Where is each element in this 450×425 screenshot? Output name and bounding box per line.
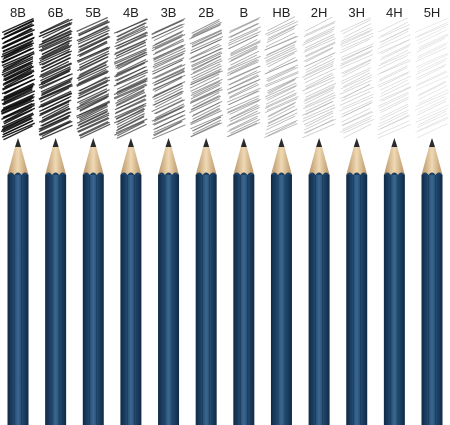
pencil-wood-tip — [308, 147, 330, 175]
pencil-wood-tip — [421, 147, 443, 175]
pencil-4h — [383, 138, 405, 425]
pencil-body — [421, 175, 443, 425]
shading-swatch-5h — [414, 18, 449, 139]
pencil-lead — [316, 138, 323, 147]
shading-swatch-8b — [0, 17, 36, 141]
pencil-lead — [353, 138, 360, 147]
grade-label-4h: 4H — [386, 5, 403, 20]
shading-swatch-3b — [151, 17, 186, 140]
pencil-lead — [15, 138, 21, 147]
pencil-body — [308, 175, 330, 425]
pencil-wood-tip — [346, 147, 368, 175]
grade-label-4b: 4B — [123, 5, 139, 20]
pencil-body — [45, 175, 67, 425]
pencil-b — [233, 138, 255, 425]
pencil-lead — [429, 138, 435, 147]
grade-label-b: B — [239, 5, 248, 20]
grade-label-2h: 2H — [311, 5, 328, 20]
shading-swatch-b — [226, 16, 261, 138]
shading-swatch-3h — [339, 17, 374, 139]
pencil-wood-tip — [195, 147, 217, 175]
pencil-body — [158, 175, 180, 425]
pencil-body — [7, 175, 29, 425]
pencil-lead — [203, 138, 210, 147]
pencil-wood-tip — [233, 147, 255, 175]
pencil-8b — [7, 138, 29, 425]
pencil-2h — [308, 138, 330, 425]
grade-label-3b: 3B — [161, 5, 177, 20]
pencil-body — [82, 175, 104, 425]
pencil-3h — [346, 138, 368, 425]
grade-label-5h: 5H — [424, 5, 441, 20]
grade-label-3h: 3H — [348, 5, 365, 20]
pencil-body — [383, 175, 405, 425]
pencil-wood-tip — [120, 147, 142, 175]
pencil-wood-tip — [270, 147, 292, 175]
pencil-wood-tip — [7, 147, 29, 175]
grade-label-8b: 8B — [10, 5, 26, 20]
pencil-lead — [165, 138, 172, 147]
shading-swatch-2h — [301, 16, 337, 139]
grade-label-hb: HB — [272, 5, 290, 20]
pencil-lead — [90, 138, 97, 147]
shading-swatch-4b — [113, 18, 149, 139]
grade-label-2b: 2B — [198, 5, 214, 20]
shading-swatch-4h — [377, 17, 412, 139]
pencil-wood-tip — [45, 147, 67, 175]
pencil-4b — [120, 138, 142, 425]
pencil-lead — [278, 138, 285, 147]
pencil-lead — [52, 138, 59, 147]
pencil-body — [195, 175, 217, 425]
shading-swatch-2b — [189, 18, 224, 138]
pencil-lead — [127, 138, 134, 147]
pencil-wood-tip — [383, 147, 405, 175]
pencil-body — [270, 175, 292, 425]
grade-labels: 8B 6B 5B 4B 3B 2B B HB 2H 3H 4H 5H — [10, 5, 440, 20]
pencil-body — [120, 175, 142, 425]
pencils — [7, 138, 443, 425]
pencil-body — [233, 175, 255, 425]
pencil-6b — [45, 138, 67, 425]
pencil-wood-tip — [82, 147, 104, 175]
shading-swatch-hb — [264, 16, 299, 138]
grade-label-5b: 5B — [85, 5, 101, 20]
pencil-5b — [82, 138, 104, 425]
pencil-5h — [421, 138, 443, 425]
shading-swatches — [0, 16, 449, 141]
pencil-2b — [195, 138, 217, 425]
pencil-lead — [391, 138, 398, 147]
shading-swatch-6b — [38, 18, 73, 140]
pencil-wood-tip — [158, 147, 180, 175]
pencil-hb — [270, 138, 292, 425]
pencil-3b — [158, 138, 180, 425]
pencil-body — [346, 175, 368, 425]
pencil-lead — [240, 138, 247, 147]
grade-label-6b: 6B — [48, 5, 64, 20]
shading-swatch-5b — [76, 16, 111, 139]
